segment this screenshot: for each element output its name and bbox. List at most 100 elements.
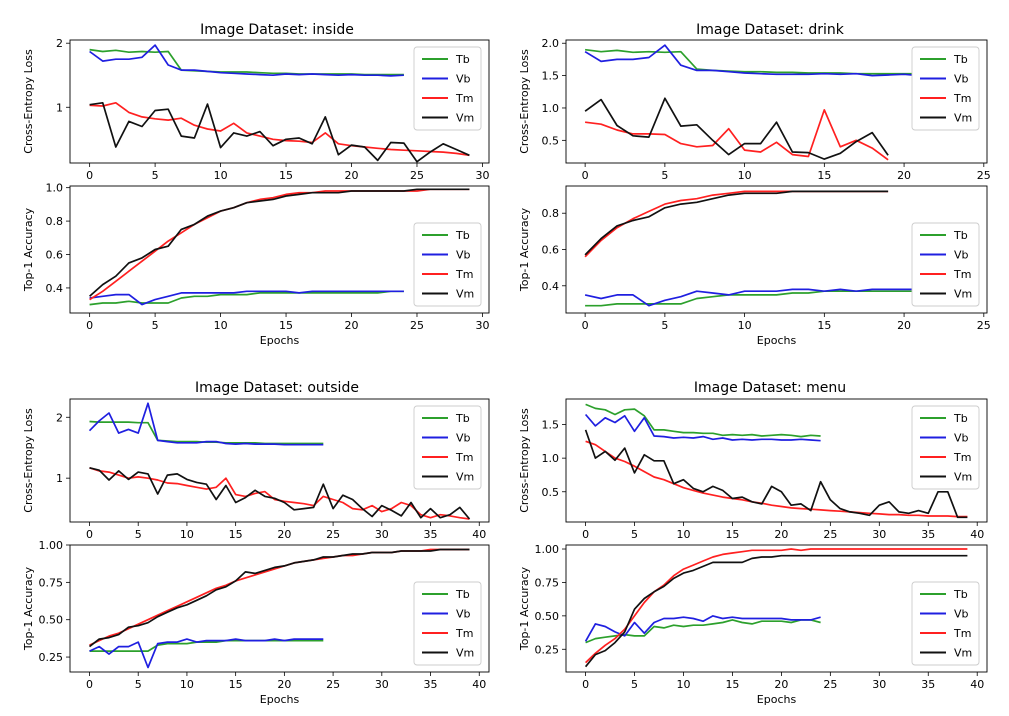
x-tick-label: 35 xyxy=(424,528,438,541)
x-tick-label: 0 xyxy=(86,319,93,332)
loss-axes-drink: 0 5 10 15 20 25 0.5 1.0 1.5 2.0 Cross-Entropy Loss… xyxy=(518,37,991,182)
legend-box xyxy=(911,581,980,666)
y-tick-label: 0.6 xyxy=(542,244,560,257)
legend-label-Vm: Vm xyxy=(456,471,474,484)
x-tick-label: 15 xyxy=(817,319,831,332)
legend-box xyxy=(911,222,980,307)
x-tick-label: 20 xyxy=(277,528,291,541)
x-axis-label: Epochs xyxy=(757,334,797,347)
y-tick-label: 1.0 xyxy=(46,182,64,195)
x-axis-label: Epochs xyxy=(260,334,300,347)
y-tick-label: 0.8 xyxy=(542,207,560,220)
axes-frame xyxy=(69,398,490,523)
series-group xyxy=(584,190,968,307)
series-line-Vb xyxy=(89,290,404,306)
y-tick-label: 0.75 xyxy=(39,576,64,589)
acc-axes-outside: 0 5 10 15 20 25 30 35 40 0.25 0.50 0.75 1.00 Top-1 Ac… xyxy=(22,539,490,706)
legend: Tb Vb Tm Vm xyxy=(413,581,482,666)
series-line-Tm xyxy=(584,190,889,258)
y-tick-label: 1.0 xyxy=(542,102,560,115)
series-line-Vb xyxy=(89,638,324,669)
y-tick-label: 2.0 xyxy=(542,37,560,50)
loss-axes-inside: 0 5 10 15 20 25 30 1 2 Cross-Entropy Loss Tb Vb Tm Vm xyxy=(22,37,489,182)
series-line-Tm xyxy=(584,109,889,161)
chart-title-inside: Image Dataset: inside xyxy=(200,22,354,38)
y-axis-label: Top-1 Accuracy xyxy=(518,566,531,651)
y-axis-label: Top-1 Accuracy xyxy=(22,566,35,651)
series-line-Tm xyxy=(89,466,470,520)
x-tick-label: 20 xyxy=(345,319,359,332)
legend-label-Vm: Vm xyxy=(954,471,972,484)
series-line-Vm xyxy=(584,429,968,519)
chart-title-menu: Image Dataset: menu xyxy=(694,380,846,396)
legend-label-Vm: Vm xyxy=(456,288,474,301)
series-line-Vb xyxy=(584,44,968,77)
series-line-Tb xyxy=(585,288,968,307)
series-group xyxy=(89,44,470,163)
x-tick-label: 10 xyxy=(676,678,690,691)
x-tick-label: 15 xyxy=(817,169,831,182)
y-axis-label: Cross-Entropy Loss xyxy=(518,408,531,513)
legend-label-Vm: Vm xyxy=(456,647,474,660)
series-line-Vm xyxy=(88,548,470,648)
x-tick-label: 40 xyxy=(970,528,984,541)
x-tick-label: 5 xyxy=(631,528,638,541)
legend: Tb Vb Tm Vm xyxy=(413,405,482,490)
legend: Tb Vb Tm Vm xyxy=(911,46,980,131)
series-line-Vb xyxy=(584,413,821,442)
acc-axes-menu: 0 5 10 15 20 25 30 35 40 0.25 0.50 0.75 1.00 Top-1 Ac… xyxy=(518,543,988,706)
series-line-Tm xyxy=(585,548,968,664)
series-line-Tb xyxy=(585,403,821,438)
x-tick-label: 30 xyxy=(872,528,886,541)
acc-axes-inside: 0 5 10 15 20 25 30 0.4 0.6 0.8 1.0 Top-1 Accuracy Ep… xyxy=(22,182,489,347)
x-tick-label: 20 xyxy=(774,528,788,541)
legend-label-Tb: Tb xyxy=(953,412,968,425)
y-tick-label: 1.5 xyxy=(542,70,560,83)
x-tick-label: 15 xyxy=(279,319,293,332)
legend-label-Tb: Tb xyxy=(455,53,470,66)
series-group xyxy=(584,548,968,668)
chart-title-outside: Image Dataset: outside xyxy=(195,380,359,396)
x-tick-label: 5 xyxy=(631,678,638,691)
legend-label-Vb: Vb xyxy=(954,608,969,621)
x-tick-label: 40 xyxy=(472,528,486,541)
y-tick-label: 0.4 xyxy=(46,282,64,295)
legend-label-Tb: Tb xyxy=(953,229,968,242)
x-tick-label: 25 xyxy=(823,528,837,541)
y-tick-label: 1 xyxy=(56,472,63,485)
x-tick-label: 35 xyxy=(921,528,935,541)
y-tick-label: 0.25 xyxy=(535,643,560,656)
series-line-Vb xyxy=(88,402,324,446)
series-line-Vm xyxy=(89,188,470,297)
legend-label-Vm: Vm xyxy=(954,647,972,660)
x-tick-label: 0 xyxy=(582,528,589,541)
axes-frame xyxy=(69,39,490,164)
x-tick-label: 5 xyxy=(135,678,142,691)
legend-label-Vm: Vm xyxy=(456,112,474,125)
legend-label-Tm: Tm xyxy=(953,268,971,281)
legend-label-Tm: Tm xyxy=(455,268,473,281)
legend-box xyxy=(911,405,980,490)
series-group xyxy=(584,44,968,161)
x-tick-label: 0 xyxy=(86,169,93,182)
x-tick-label: 15 xyxy=(229,528,243,541)
x-tick-label: 35 xyxy=(921,678,935,691)
y-tick-label: 0.8 xyxy=(46,215,64,228)
legend-label-Vb: Vb xyxy=(456,608,471,621)
y-tick-label: 0.25 xyxy=(39,651,64,664)
axes-frame xyxy=(565,39,988,164)
x-tick-label: 0 xyxy=(582,319,589,332)
y-tick-label: 0.50 xyxy=(39,614,64,627)
legend-label-Vb: Vb xyxy=(954,432,969,445)
legend-label-Tm: Tm xyxy=(455,451,473,464)
x-tick-label: 15 xyxy=(229,678,243,691)
legend-box xyxy=(413,222,482,307)
x-tick-label: 30 xyxy=(375,678,389,691)
legend: Tb Vb Tm Vm xyxy=(413,222,482,307)
x-tick-label: 30 xyxy=(475,319,489,332)
x-tick-label: 25 xyxy=(326,528,340,541)
legend-label-Vb: Vb xyxy=(954,73,969,86)
series-group xyxy=(88,402,471,520)
x-tick-label: 30 xyxy=(375,528,389,541)
